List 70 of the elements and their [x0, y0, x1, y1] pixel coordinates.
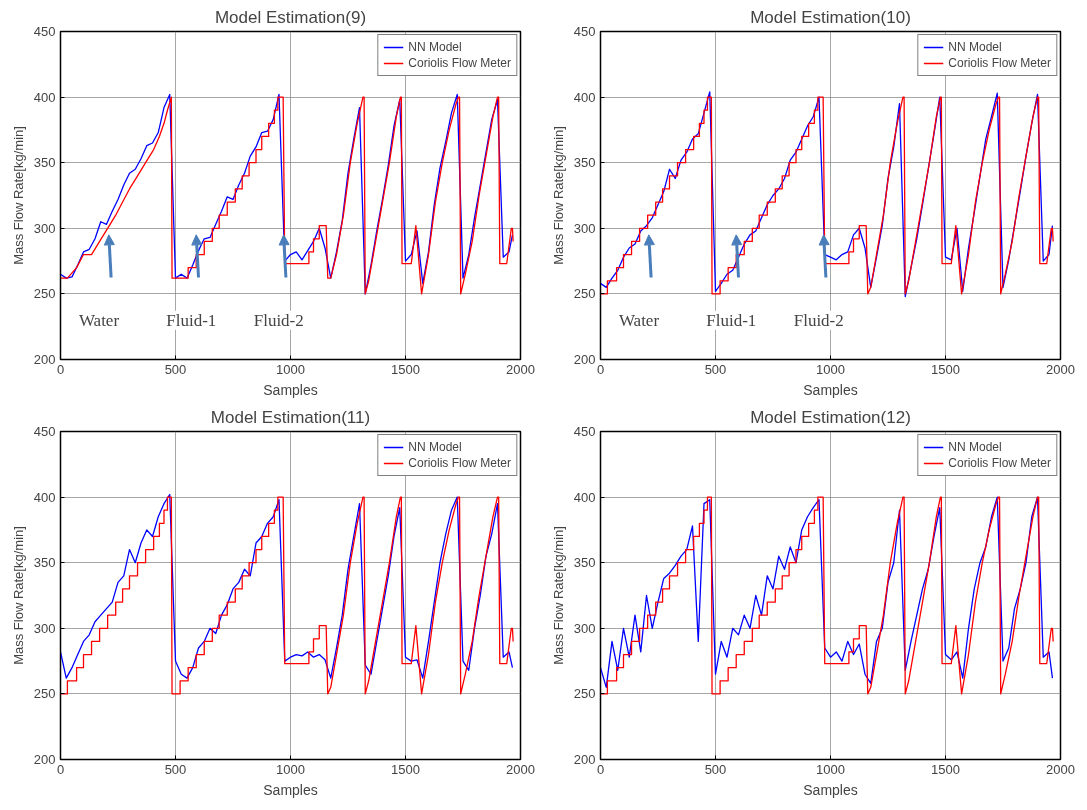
x-tick-label: 1000	[276, 361, 305, 377]
x-tick-label: 0	[56, 761, 65, 777]
y-tick-label: 350	[33, 555, 56, 571]
legend-label: Coriolis Flow Meter	[948, 456, 1051, 470]
legend-label: Coriolis Flow Meter	[408, 56, 511, 70]
legend-label: Coriolis Flow Meter	[948, 56, 1051, 70]
y-tick-label: 200	[33, 752, 56, 767]
y-tick-label: 350	[33, 155, 56, 171]
annotation: Fluid-1	[166, 310, 217, 330]
x-tick-label: 1500	[391, 761, 420, 777]
x-axis-title: Samples	[803, 781, 858, 798]
y-tick-label: 200	[573, 352, 596, 367]
y-axis-title: Mass Flow Rate[kg/min]	[550, 526, 566, 665]
y-tick-label: 450	[33, 24, 56, 39]
annotation: Fluid-2	[793, 310, 844, 330]
annotation: Water	[78, 310, 120, 330]
y-tick-label: 300	[573, 620, 596, 636]
y-tick-label: 250	[33, 686, 56, 702]
y-tick-label: 450	[573, 424, 596, 439]
y-tick-label: 450	[33, 424, 56, 439]
y-tick-label: 200	[33, 352, 56, 367]
y-axis-title: Mass Flow Rate[kg/min]	[550, 126, 566, 265]
y-axis-title: Mass Flow Rate[kg/min]	[10, 126, 26, 265]
legend-label: NN Model	[408, 440, 462, 454]
chart-title: Model Estimation(9)	[214, 7, 367, 27]
y-tick-label: 400	[33, 489, 56, 505]
x-axis-title: Samples	[263, 781, 318, 798]
x-tick-label: 2000	[1046, 761, 1075, 777]
y-tick-label: 200	[573, 752, 596, 767]
x-axis-title: Samples	[263, 381, 318, 398]
y-tick-label: 300	[33, 220, 56, 236]
y-tick-label: 250	[33, 286, 56, 302]
y-tick-label: 350	[573, 555, 596, 571]
annotation: Fluid-2	[253, 310, 304, 330]
x-tick-label: 1000	[816, 361, 845, 377]
x-tick-label: 1500	[391, 361, 420, 377]
chart-title: Model Estimation(10)	[750, 7, 911, 27]
legend-label: NN Model	[948, 440, 1002, 454]
x-tick-label: 2000	[506, 761, 535, 777]
y-tick-label: 250	[573, 286, 596, 302]
x-tick-label: 1000	[816, 761, 845, 777]
chart-title: Model Estimation(11)	[210, 407, 371, 427]
x-tick-label: 2000	[1046, 361, 1075, 377]
y-tick-label: 350	[573, 155, 596, 171]
x-tick-label: 1000	[276, 761, 305, 777]
chart-title: Model Estimation(12)	[750, 407, 911, 427]
legend-label: Coriolis Flow Meter	[408, 456, 511, 470]
annotation: Fluid-1	[706, 310, 757, 330]
x-tick-label: 2000	[506, 361, 535, 377]
x-tick-label: 1500	[931, 761, 960, 777]
y-tick-label: 400	[33, 89, 56, 105]
x-tick-label: 500	[164, 361, 187, 377]
legend-label: NN Model	[408, 40, 462, 54]
x-axis-title: Samples	[803, 381, 858, 398]
legend-label: NN Model	[948, 40, 1002, 54]
y-tick-label: 250	[573, 686, 596, 702]
annotation: Water	[618, 310, 660, 330]
x-tick-label: 500	[164, 761, 187, 777]
y-tick-label: 400	[573, 489, 596, 505]
y-tick-label: 300	[573, 220, 596, 236]
y-axis-title: Mass Flow Rate[kg/min]	[10, 526, 26, 665]
y-tick-label: 300	[33, 620, 56, 636]
x-tick-label: 500	[704, 761, 727, 777]
x-tick-label: 0	[596, 761, 605, 777]
x-tick-label: 500	[704, 361, 727, 377]
y-tick-label: 400	[573, 89, 596, 105]
x-tick-label: 1500	[931, 361, 960, 377]
y-tick-label: 450	[573, 24, 596, 39]
x-tick-label: 0	[596, 361, 605, 377]
x-tick-label: 0	[56, 361, 65, 377]
